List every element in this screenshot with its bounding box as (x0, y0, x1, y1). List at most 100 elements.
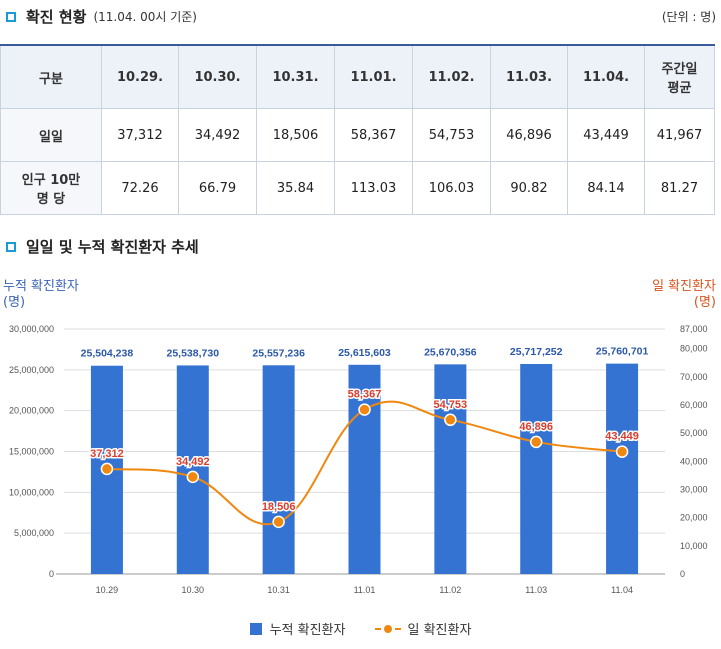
table-cell: 90.82 (490, 161, 568, 215)
right-tick-label: 80,000 (680, 344, 708, 354)
table-cell: 84.14 (567, 161, 645, 215)
right-axis-title: 일 확진환자 (명) (652, 279, 716, 311)
column-header: 10.30. (178, 44, 257, 109)
legend-line-swatch (375, 623, 402, 635)
table-cell: 46,896 (490, 108, 568, 162)
line-data-label: 58,367 (348, 389, 382, 401)
chart-legend: 누적 확진환자 일 확진환자 (0, 619, 721, 638)
right-tick-label: 0 (680, 569, 685, 579)
bar-data-label: 25,538,730 (167, 347, 220, 359)
bar-data-label: 25,557,236 (252, 347, 305, 359)
right-axis-label: 일 확진환자 (652, 279, 716, 294)
line-point (615, 445, 629, 458)
trend-title: 일일 및 누적 확진환자 추세 (26, 238, 199, 256)
table-row: 일일 37,312 34,492 18,506 58,367 54,753 46,896 43… (0, 108, 715, 162)
table-cell: 41,967 (644, 108, 715, 162)
right-tick-label: 50,000 (680, 428, 708, 438)
x-tick-label: 11.01 (354, 585, 376, 595)
legend-bar-swatch (249, 622, 262, 635)
trend-chart: 0 5,000,000 10,000,000 15,000,000 20,000,000… (9, 324, 708, 595)
column-header: 10.29. (101, 44, 179, 109)
column-header: 10.31. (256, 44, 335, 109)
bar-cumulative (262, 365, 295, 574)
left-tick-label: 10,000,000 (9, 487, 54, 497)
square-bullet-icon (6, 241, 16, 252)
column-header: 11.04. (567, 44, 645, 109)
table-cell: 43,449 (567, 108, 645, 162)
legend-line-label: 일 확진환자 (407, 623, 472, 638)
left-axis-unit: (명) (3, 295, 26, 310)
bar-cumulative (606, 363, 639, 574)
table-cell: 37,312 (101, 108, 179, 162)
right-tick-label: 10,000 (680, 541, 708, 551)
x-tick-label: 11.02 (439, 585, 461, 595)
row-label: 일일 (0, 108, 102, 162)
table-cell: 34,492 (178, 108, 257, 162)
x-tick-label: 11.03 (525, 585, 547, 595)
bar-data-label: 25,670,356 (424, 346, 477, 358)
line-point (529, 435, 543, 449)
bar-cumulative (434, 364, 467, 574)
section-title-status: 확진 현황 (11.04. 00시 기준) (6, 6, 197, 27)
line-data-label: 37,312 (90, 448, 124, 460)
table-cell: 58,367 (334, 108, 413, 162)
bar-data-label: 25,760,701 (596, 346, 649, 358)
line-point (186, 470, 200, 484)
status-table: 구분 10.29. 10.30. 10.31. 11.01. 11.02. 11.03. 11… (0, 44, 715, 215)
x-tick-label: 10.30 (182, 585, 205, 595)
right-tick-label: 60,000 (680, 400, 708, 410)
line-data-label: 18,506 (262, 501, 296, 513)
line-point (358, 403, 371, 416)
bar-cumulative (176, 365, 209, 574)
table-cell: 106.03 (412, 161, 491, 215)
left-tick-label: 5,000,000 (14, 528, 54, 538)
table-cell: 35.84 (256, 161, 335, 215)
section-title-trend: 일일 및 누적 확진환자 추세 (6, 236, 199, 257)
right-tick-label: 30,000 (680, 485, 708, 495)
bar-cumulative (520, 363, 553, 574)
line-data-label: 46,896 (519, 421, 553, 433)
left-axis-label: 누적 확진환자 (3, 279, 79, 294)
column-header: 11.01. (334, 44, 413, 109)
bar-data-label: 25,615,603 (338, 347, 391, 359)
right-tick-label: 70,000 (680, 372, 708, 382)
column-header-category: 구분 (0, 44, 102, 109)
left-tick-label: 30,000,000 (9, 324, 54, 334)
legend-bar-label: 누적 확진환자 (269, 623, 346, 638)
row-label: 인구 10만 명 당 (0, 161, 102, 215)
left-tick-label: 25,000,000 (9, 365, 54, 375)
left-axis-title: 누적 확진환자 (명) (3, 279, 79, 311)
table-cell: 81.27 (644, 161, 715, 215)
bar-cumulative (348, 364, 381, 574)
table-cell: 54,753 (412, 108, 491, 162)
status-title: 확진 현황 (26, 8, 87, 26)
column-header: 주간일 평균 (644, 44, 715, 109)
left-tick-label: 20,000,000 (9, 406, 54, 416)
line-data-label: 34,492 (176, 456, 210, 468)
line-point (100, 462, 114, 476)
bar-data-label: 25,504,238 (81, 348, 134, 360)
right-tick-label: 20,000 (680, 513, 708, 523)
right-tick-label: 87,000 (680, 324, 708, 334)
column-header: 11.02. (412, 44, 491, 109)
table-cell: 18,506 (256, 108, 335, 162)
x-tick-label: 10.29 (96, 585, 119, 595)
right-tick-label: 40,000 (680, 456, 708, 466)
left-tick-label: 15,000,000 (9, 447, 54, 457)
line-data-label: 54,753 (434, 399, 468, 411)
x-tick-label: 11.04 (611, 585, 633, 595)
table-cell: 113.03 (334, 161, 413, 215)
bar-data-label: 25,717,252 (510, 346, 563, 358)
table-cell: 66.79 (178, 161, 257, 215)
line-point (272, 515, 285, 529)
line-point (444, 413, 457, 427)
table-header-row: 구분 10.29. 10.30. 10.31. 11.01. 11.02. 11.03. 11… (0, 44, 715, 109)
unit-label: (단위 : 명) (661, 10, 716, 24)
right-axis-unit: (명) (693, 295, 716, 310)
square-bullet-icon (6, 11, 16, 22)
table-row: 인구 10만 명 당 72.26 66.79 35.84 113.03 106.03 90.8… (0, 161, 715, 215)
status-subtitle: (11.04. 00시 기준) (93, 10, 197, 24)
left-tick-label: 0 (49, 569, 54, 579)
line-data-label: 43,449 (605, 431, 639, 443)
x-tick-label: 10.31 (267, 585, 290, 595)
